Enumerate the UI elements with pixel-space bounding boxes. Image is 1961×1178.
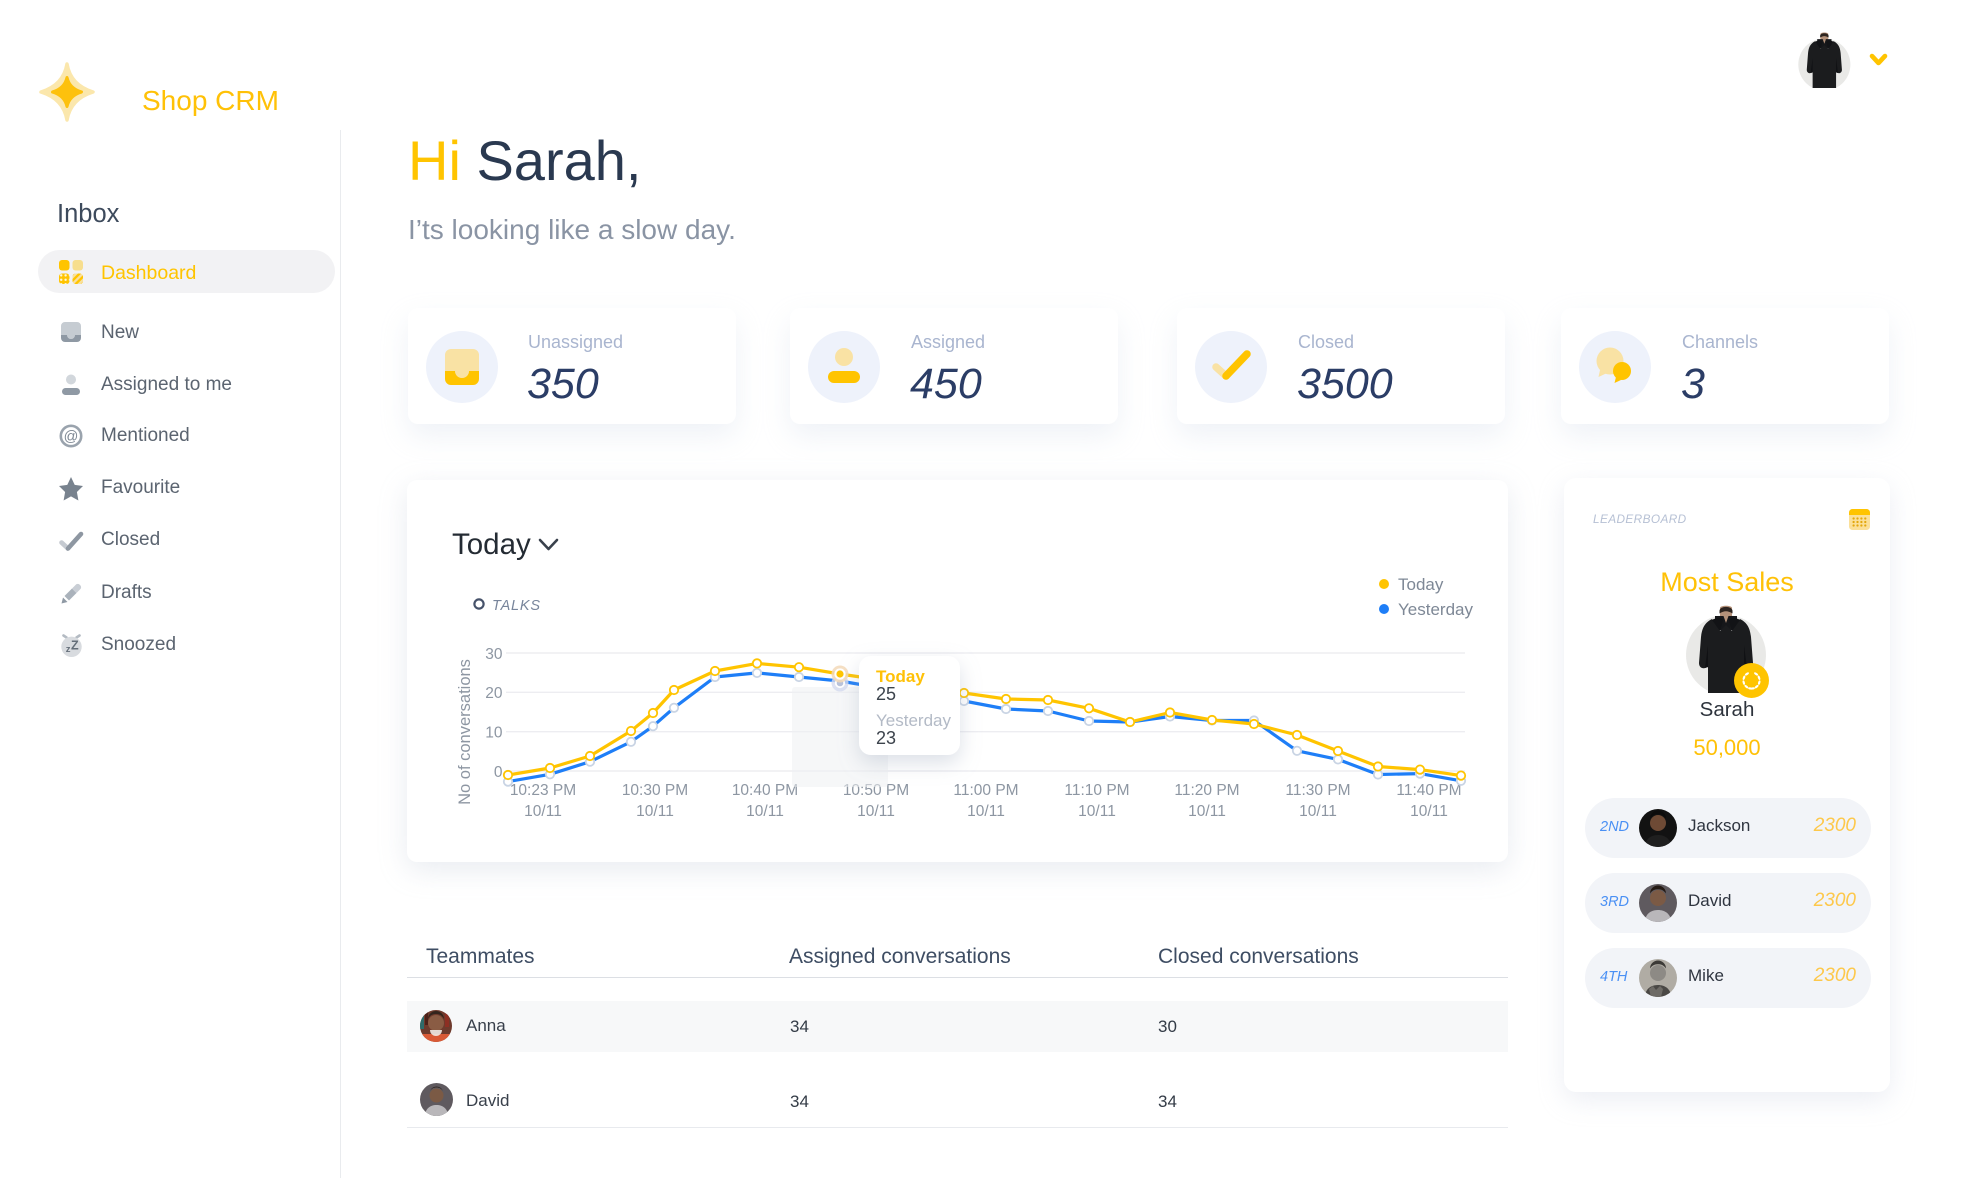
svg-text:11:30 PM: 11:30 PM xyxy=(1285,782,1350,799)
svg-text:10:40 PM: 10:40 PM xyxy=(732,782,798,799)
svg-text:11:40 PM: 11:40 PM xyxy=(1396,782,1461,799)
svg-text:Today: Today xyxy=(452,528,531,561)
svg-text:30: 30 xyxy=(485,646,503,663)
svg-text:10/11: 10/11 xyxy=(1078,803,1116,820)
svg-text:10/11: 10/11 xyxy=(636,803,674,820)
svg-text:25: 25 xyxy=(876,684,896,704)
svg-text:10/11: 10/11 xyxy=(967,803,1005,820)
svg-text:10/11: 10/11 xyxy=(1410,803,1448,820)
svg-text:11:00 PM: 11:00 PM xyxy=(953,782,1018,799)
svg-text:Today: Today xyxy=(876,667,925,686)
svg-text:10/11: 10/11 xyxy=(746,803,784,820)
svg-text:@: @ xyxy=(64,429,79,445)
svg-text:0: 0 xyxy=(494,764,503,781)
svg-text:11:20 PM: 11:20 PM xyxy=(1174,782,1239,799)
svg-text:10: 10 xyxy=(485,725,503,742)
svg-text:Today: Today xyxy=(1398,575,1444,594)
svg-text:Yesterday: Yesterday xyxy=(1398,600,1473,619)
svg-text:10/11: 10/11 xyxy=(524,803,562,820)
svg-text:10:30 PM: 10:30 PM xyxy=(622,782,688,799)
svg-text:23: 23 xyxy=(876,728,896,748)
svg-text:11:10 PM: 11:10 PM xyxy=(1064,782,1129,799)
svg-text:No of conversations: No of conversations xyxy=(456,659,474,805)
svg-text:20: 20 xyxy=(485,685,503,702)
svg-text:10/11: 10/11 xyxy=(857,803,895,820)
svg-text:Yesterday: Yesterday xyxy=(876,711,951,730)
svg-text:z: z xyxy=(66,644,71,655)
svg-text:10/11: 10/11 xyxy=(1299,803,1337,820)
svg-text:10/11: 10/11 xyxy=(1188,803,1226,820)
svg-text:TALKS: TALKS xyxy=(492,598,541,614)
svg-text:Z: Z xyxy=(71,639,79,653)
svg-text:10:23 PM: 10:23 PM xyxy=(510,782,576,799)
